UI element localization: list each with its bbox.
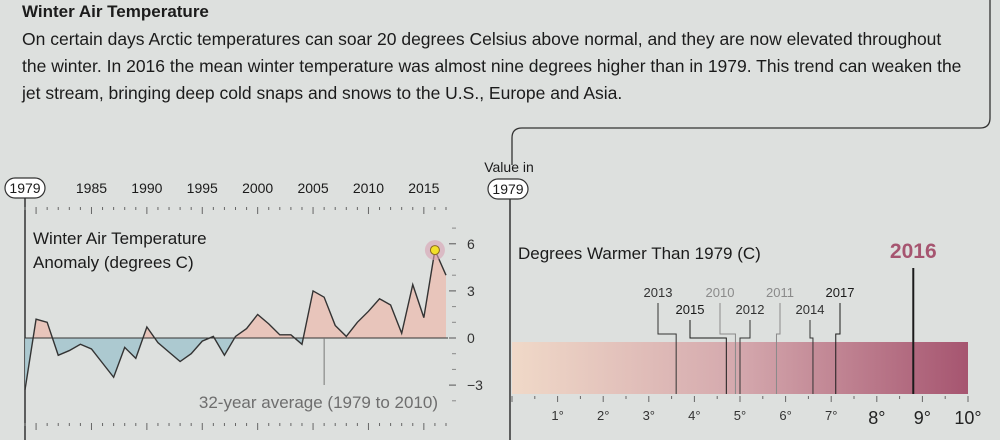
- year-label-2010: 2010: [353, 180, 384, 196]
- deg-label-1: 1°: [551, 408, 563, 423]
- area-segment-2: [52, 338, 143, 378]
- average-label: 32-year average (1979 to 2010): [199, 393, 438, 412]
- chart-title-line1: Winter Air Temperature: [33, 229, 207, 248]
- bar-chart-title: Degrees Warmer Than 1979 (C): [518, 244, 761, 263]
- intro-paragraph: On certain days Arctic temperatures can …: [22, 29, 962, 103]
- area-segment-6: [214, 338, 235, 356]
- marker-connector-2013: [657, 303, 677, 342]
- deg-label-9: 9°: [914, 408, 931, 428]
- start-year-pill: [4, 177, 46, 199]
- degrees-warmer-chart: Value in 1979 Degrees Warmer Than 1979 (…: [484, 159, 982, 440]
- year-label-2000: 2000: [242, 180, 273, 196]
- value-start-pill: [487, 178, 529, 200]
- marker-label-2014: 2014: [796, 302, 825, 317]
- marker-label-2015: 2015: [676, 302, 705, 317]
- marker-connector-2010: [719, 303, 736, 342]
- ytick-label-2: 0: [467, 330, 475, 346]
- year-markers: 2013 2010 2011 2017 2015 2012 2014: [644, 285, 855, 394]
- ytick-label-3: −3: [467, 377, 483, 393]
- ytick-label-1: 3: [467, 283, 475, 299]
- area-segment-4: [154, 338, 210, 362]
- anomaly-chart: 1979 1985 1990 1995 2000 2005 2010 2015 630−3 …: [4, 177, 483, 440]
- marker-label-2013: 2013: [644, 285, 673, 300]
- area-segment-9: [303, 250, 446, 338]
- marker-connector-2012: [739, 320, 751, 342]
- deg-label-10: 10°: [954, 408, 981, 428]
- marker-connector-2011: [775, 303, 781, 342]
- year-label-1995: 1995: [187, 180, 218, 196]
- chart-title-line2: Anomaly (degrees C): [33, 253, 194, 272]
- value-start-label: 1979: [492, 181, 523, 197]
- callout-connector: [511, 0, 991, 165]
- year-labels: 1985 1990 1995 2000 2005 2010 2015: [76, 180, 440, 196]
- marker-label-2011: 2011: [766, 285, 794, 300]
- bottom-year-ticks: [24, 423, 447, 430]
- deg-label-7: 7°: [825, 408, 837, 423]
- deg-label-6: 6°: [779, 408, 791, 423]
- marker-connector-2017: [835, 303, 841, 342]
- deg-label-4: 4°: [688, 408, 700, 423]
- deg-label-2: 2°: [597, 408, 609, 423]
- value-in-label: Value in: [484, 159, 534, 175]
- header: Winter Air Temperature On certain days A…: [22, 0, 982, 107]
- deg-label-8: 8°: [868, 408, 885, 428]
- year-label-2005: 2005: [297, 180, 328, 196]
- y-ticks: 6 3 0 −3: [449, 227, 483, 402]
- marker-connector-2014: [809, 320, 814, 342]
- area-segment-7: [234, 314, 295, 338]
- start-year-label: 1979: [9, 180, 40, 196]
- marker-connector-2015: [689, 320, 727, 342]
- highlight-year-label: 2016: [890, 240, 937, 263]
- marker-label-2012: 2012: [736, 302, 765, 317]
- ytick-label-0: 6: [467, 236, 475, 252]
- marker-label-2017: 2017: [826, 285, 855, 300]
- anomaly-line: [24, 247, 447, 390]
- year-label-1990: 1990: [131, 180, 162, 196]
- deg-label-3: 3°: [643, 408, 655, 423]
- page-title: Winter Air Temperature: [22, 2, 209, 21]
- highlight-marker: [429, 245, 440, 256]
- marker-label-2010: 2010: [706, 285, 735, 300]
- top-year-ticks: [24, 207, 447, 214]
- deg-label-5: 5°: [734, 408, 746, 423]
- year-label-1985: 1985: [76, 180, 107, 196]
- degree-ticks: 1° 2° 3° 4° 5° 6° 7° 8° 9° 10°: [511, 396, 982, 428]
- year-label-2015: 2015: [408, 180, 439, 196]
